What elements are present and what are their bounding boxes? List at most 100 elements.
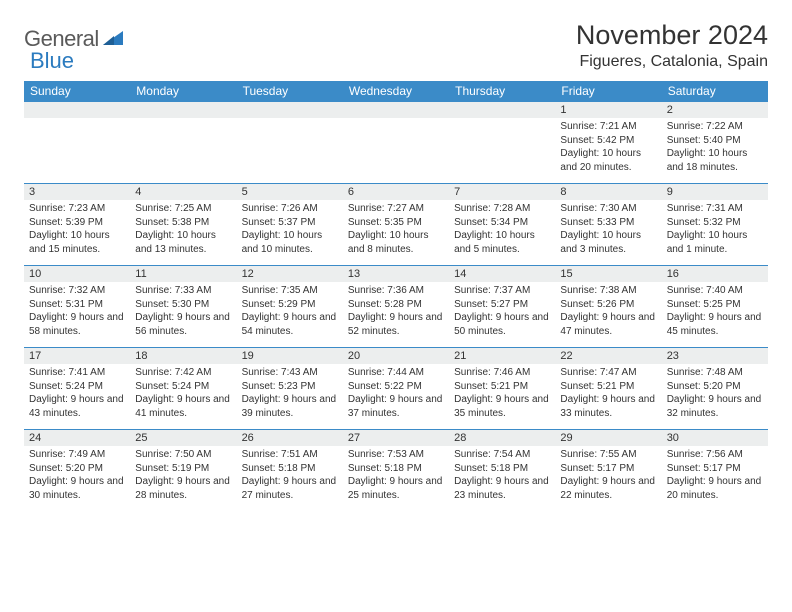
day-details: Sunrise: 7:49 AMSunset: 5:20 PMDaylight:… (24, 446, 130, 506)
calendar-day-cell (130, 102, 236, 184)
day-number: 26 (237, 430, 343, 446)
calendar-day-cell (343, 102, 449, 184)
day-details: Sunrise: 7:28 AMSunset: 5:34 PMDaylight:… (449, 200, 555, 260)
calendar-day-cell: 19Sunrise: 7:43 AMSunset: 5:23 PMDayligh… (237, 348, 343, 430)
calendar-day-cell: 5Sunrise: 7:26 AMSunset: 5:37 PMDaylight… (237, 184, 343, 266)
day-details: Sunrise: 7:47 AMSunset: 5:21 PMDaylight:… (555, 364, 661, 424)
day-number: 21 (449, 348, 555, 364)
day-details: Sunrise: 7:46 AMSunset: 5:21 PMDaylight:… (449, 364, 555, 424)
day-number (237, 102, 343, 118)
day-details: Sunrise: 7:40 AMSunset: 5:25 PMDaylight:… (662, 282, 768, 342)
day-details: Sunrise: 7:31 AMSunset: 5:32 PMDaylight:… (662, 200, 768, 260)
day-number: 22 (555, 348, 661, 364)
calendar-week-row: 1Sunrise: 7:21 AMSunset: 5:42 PMDaylight… (24, 102, 768, 184)
weekday-header: Sunday (24, 81, 130, 102)
calendar-day-cell (24, 102, 130, 184)
day-number: 10 (24, 266, 130, 282)
calendar-day-cell (449, 102, 555, 184)
calendar-week-row: 24Sunrise: 7:49 AMSunset: 5:20 PMDayligh… (24, 430, 768, 512)
calendar-day-cell: 15Sunrise: 7:38 AMSunset: 5:26 PMDayligh… (555, 266, 661, 348)
calendar-day-cell: 8Sunrise: 7:30 AMSunset: 5:33 PMDaylight… (555, 184, 661, 266)
day-details: Sunrise: 7:56 AMSunset: 5:17 PMDaylight:… (662, 446, 768, 506)
weekday-header: Tuesday (237, 81, 343, 102)
day-number: 14 (449, 266, 555, 282)
day-details: Sunrise: 7:53 AMSunset: 5:18 PMDaylight:… (343, 446, 449, 506)
calendar-week-row: 10Sunrise: 7:32 AMSunset: 5:31 PMDayligh… (24, 266, 768, 348)
calendar-day-cell (237, 102, 343, 184)
calendar-day-cell: 11Sunrise: 7:33 AMSunset: 5:30 PMDayligh… (130, 266, 236, 348)
calendar-day-cell: 7Sunrise: 7:28 AMSunset: 5:34 PMDaylight… (449, 184, 555, 266)
calendar-day-cell: 20Sunrise: 7:44 AMSunset: 5:22 PMDayligh… (343, 348, 449, 430)
calendar-day-cell: 9Sunrise: 7:31 AMSunset: 5:32 PMDaylight… (662, 184, 768, 266)
day-details: Sunrise: 7:27 AMSunset: 5:35 PMDaylight:… (343, 200, 449, 260)
day-number: 23 (662, 348, 768, 364)
day-details: Sunrise: 7:35 AMSunset: 5:29 PMDaylight:… (237, 282, 343, 342)
calendar-day-cell: 2Sunrise: 7:22 AMSunset: 5:40 PMDaylight… (662, 102, 768, 184)
calendar-day-cell: 30Sunrise: 7:56 AMSunset: 5:17 PMDayligh… (662, 430, 768, 512)
day-details: Sunrise: 7:55 AMSunset: 5:17 PMDaylight:… (555, 446, 661, 506)
day-details: Sunrise: 7:37 AMSunset: 5:27 PMDaylight:… (449, 282, 555, 342)
day-number: 9 (662, 184, 768, 200)
day-details: Sunrise: 7:44 AMSunset: 5:22 PMDaylight:… (343, 364, 449, 424)
day-number: 8 (555, 184, 661, 200)
calendar-day-cell: 4Sunrise: 7:25 AMSunset: 5:38 PMDaylight… (130, 184, 236, 266)
day-number: 30 (662, 430, 768, 446)
calendar-day-cell: 16Sunrise: 7:40 AMSunset: 5:25 PMDayligh… (662, 266, 768, 348)
day-number: 1 (555, 102, 661, 118)
day-number: 6 (343, 184, 449, 200)
calendar-day-cell: 26Sunrise: 7:51 AMSunset: 5:18 PMDayligh… (237, 430, 343, 512)
calendar-day-cell: 23Sunrise: 7:48 AMSunset: 5:20 PMDayligh… (662, 348, 768, 430)
day-number: 12 (237, 266, 343, 282)
day-number: 20 (343, 348, 449, 364)
calendar-week-row: 3Sunrise: 7:23 AMSunset: 5:39 PMDaylight… (24, 184, 768, 266)
calendar-day-cell: 1Sunrise: 7:21 AMSunset: 5:42 PMDaylight… (555, 102, 661, 184)
day-number: 17 (24, 348, 130, 364)
day-number: 16 (662, 266, 768, 282)
calendar-day-cell: 12Sunrise: 7:35 AMSunset: 5:29 PMDayligh… (237, 266, 343, 348)
calendar-day-cell: 29Sunrise: 7:55 AMSunset: 5:17 PMDayligh… (555, 430, 661, 512)
day-details: Sunrise: 7:50 AMSunset: 5:19 PMDaylight:… (130, 446, 236, 506)
calendar-day-cell: 10Sunrise: 7:32 AMSunset: 5:31 PMDayligh… (24, 266, 130, 348)
calendar-day-cell: 22Sunrise: 7:47 AMSunset: 5:21 PMDayligh… (555, 348, 661, 430)
day-details: Sunrise: 7:32 AMSunset: 5:31 PMDaylight:… (24, 282, 130, 342)
calendar-day-cell: 18Sunrise: 7:42 AMSunset: 5:24 PMDayligh… (130, 348, 236, 430)
day-details: Sunrise: 7:41 AMSunset: 5:24 PMDaylight:… (24, 364, 130, 424)
weekday-header-row: SundayMondayTuesdayWednesdayThursdayFrid… (24, 81, 768, 102)
day-number (130, 102, 236, 118)
day-number (24, 102, 130, 118)
day-details: Sunrise: 7:36 AMSunset: 5:28 PMDaylight:… (343, 282, 449, 342)
day-number (343, 102, 449, 118)
day-number: 3 (24, 184, 130, 200)
day-details: Sunrise: 7:21 AMSunset: 5:42 PMDaylight:… (555, 118, 661, 178)
day-number (449, 102, 555, 118)
day-details: Sunrise: 7:42 AMSunset: 5:24 PMDaylight:… (130, 364, 236, 424)
weekday-header: Monday (130, 81, 236, 102)
calendar-day-cell: 13Sunrise: 7:36 AMSunset: 5:28 PMDayligh… (343, 266, 449, 348)
day-number: 13 (343, 266, 449, 282)
weekday-header: Saturday (662, 81, 768, 102)
day-details: Sunrise: 7:51 AMSunset: 5:18 PMDaylight:… (237, 446, 343, 506)
calendar-day-cell: 24Sunrise: 7:49 AMSunset: 5:20 PMDayligh… (24, 430, 130, 512)
weekday-header: Thursday (449, 81, 555, 102)
day-details: Sunrise: 7:22 AMSunset: 5:40 PMDaylight:… (662, 118, 768, 178)
day-details: Sunrise: 7:23 AMSunset: 5:39 PMDaylight:… (24, 200, 130, 260)
calendar-day-cell: 17Sunrise: 7:41 AMSunset: 5:24 PMDayligh… (24, 348, 130, 430)
day-details: Sunrise: 7:26 AMSunset: 5:37 PMDaylight:… (237, 200, 343, 260)
weekday-header: Friday (555, 81, 661, 102)
calendar-table: SundayMondayTuesdayWednesdayThursdayFrid… (24, 81, 768, 512)
calendar-day-cell: 28Sunrise: 7:54 AMSunset: 5:18 PMDayligh… (449, 430, 555, 512)
day-number: 19 (237, 348, 343, 364)
day-number: 29 (555, 430, 661, 446)
calendar-page: General November 2024 Figueres, Cataloni… (0, 0, 792, 532)
day-number: 27 (343, 430, 449, 446)
page-header: General November 2024 Figueres, Cataloni… (24, 20, 768, 71)
calendar-day-cell: 25Sunrise: 7:50 AMSunset: 5:19 PMDayligh… (130, 430, 236, 512)
day-details: Sunrise: 7:38 AMSunset: 5:26 PMDaylight:… (555, 282, 661, 342)
location-text: Figueres, Catalonia, Spain (576, 53, 768, 71)
day-details: Sunrise: 7:30 AMSunset: 5:33 PMDaylight:… (555, 200, 661, 260)
day-details: Sunrise: 7:25 AMSunset: 5:38 PMDaylight:… (130, 200, 236, 260)
day-details: Sunrise: 7:33 AMSunset: 5:30 PMDaylight:… (130, 282, 236, 342)
brand-blue-row: Blue (30, 48, 74, 74)
day-details: Sunrise: 7:48 AMSunset: 5:20 PMDaylight:… (662, 364, 768, 424)
brand-text-2: Blue (30, 48, 74, 74)
